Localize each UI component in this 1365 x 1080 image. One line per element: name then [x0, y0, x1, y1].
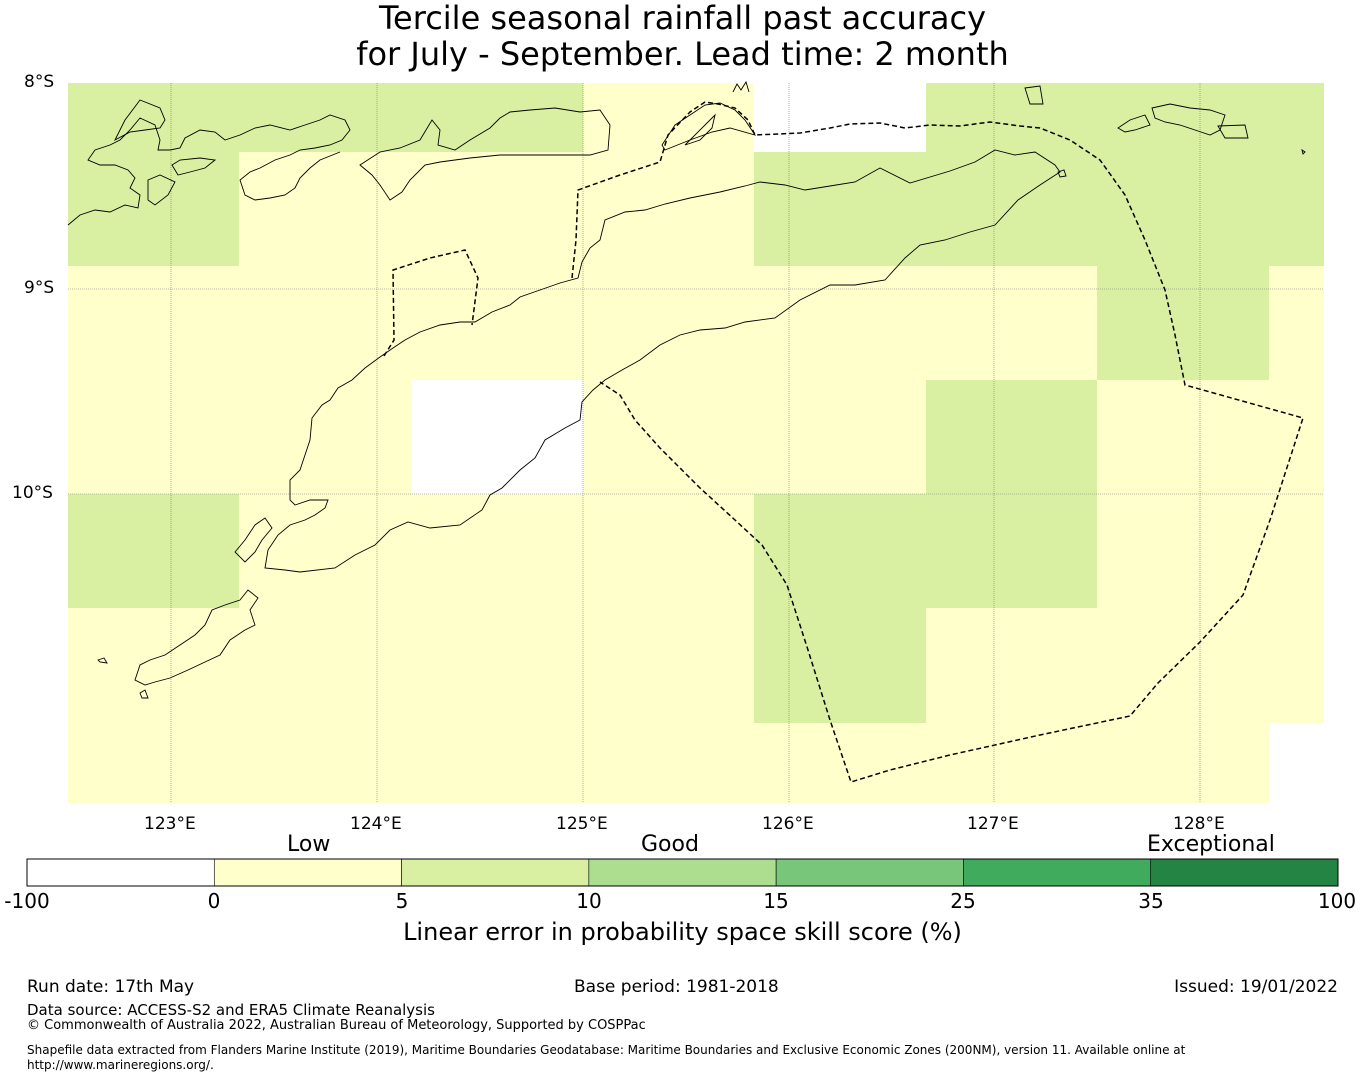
colorbar-segment — [401, 858, 590, 887]
colorbar-title: Linear error in probability space skill … — [403, 918, 962, 946]
rote-coastline — [134, 589, 259, 686]
chart-title-line1: Tercile seasonal rainfall past accuracy — [378, 0, 987, 37]
semau-coastline — [234, 517, 273, 563]
colorbar-segment — [963, 858, 1152, 887]
map-panel — [67, 80, 1324, 803]
colorbar-tick: -100 — [4, 889, 50, 913]
grid-cell-good — [754, 494, 1097, 608]
leti-coastline — [1117, 114, 1151, 133]
islet-east — [1301, 148, 1306, 155]
colorbar-segment — [588, 858, 777, 887]
wetar-coastline — [661, 102, 757, 151]
skill-grid — [68, 83, 1324, 803]
chart-title-line2: for July - September. Lead time: 2 month — [356, 35, 1009, 73]
grid-cell-good — [926, 83, 1324, 152]
grid-cell-good — [68, 494, 239, 608]
issued-date: Issued: 19/01/2022 — [1174, 977, 1338, 997]
adonara-coastline — [147, 174, 176, 206]
lon-label-124e: 124°E — [350, 814, 402, 834]
shapefile-credit: Shapefile data extracted from Flanders M… — [27, 1043, 1186, 1057]
colorbar-tick: 10 — [576, 889, 602, 913]
wetar-inner — [684, 113, 716, 146]
copyright: © Commonwealth of Australia 2022, Austra… — [27, 1018, 646, 1033]
colorbar-tick: 0 — [207, 889, 221, 913]
lembata-coastline — [113, 99, 166, 142]
flores-coastline — [67, 114, 351, 226]
colorbar-tick: 100 — [1317, 889, 1357, 913]
kisar-coastline — [1057, 169, 1067, 178]
colorbar-segment — [213, 858, 402, 887]
colorbar-label-good: Good — [641, 832, 699, 857]
colorbar-outline — [26, 858, 1339, 887]
islet-north — [732, 80, 750, 93]
colorbar-tick: 25 — [950, 889, 976, 913]
moa-coastline — [1151, 103, 1226, 136]
grid-cell-missing — [411, 380, 583, 494]
colorbar-segment — [26, 858, 215, 887]
maritime-boundaries — [383, 101, 1304, 783]
grid-cell-good — [926, 380, 1097, 494]
colorbar-label-low: Low — [287, 832, 331, 857]
run-date: Run date: 17th May — [27, 977, 195, 997]
lat-label-9s: 9°S — [24, 278, 55, 298]
data-source: Data source: ACCESS-S2 and ERA5 Climate … — [27, 1001, 435, 1019]
grid-cell-missing — [1269, 723, 1324, 803]
grid-cell-good — [68, 152, 239, 266]
lon-label-123e: 123°E — [144, 814, 196, 834]
grid-cell-missing — [754, 83, 926, 152]
timor-coastline — [264, 149, 1061, 573]
ndana-coastline — [139, 689, 149, 699]
lakor-coastline — [1217, 124, 1249, 139]
shapefile-url: http://www.marineregions.org/. — [27, 1058, 214, 1072]
alor-coastline — [359, 107, 611, 201]
colorbar-label-exceptional: Exceptional — [1147, 832, 1275, 857]
romang-coastline — [1024, 85, 1044, 105]
grid-cell-good — [1097, 266, 1269, 380]
colorbar-tick: 35 — [1138, 889, 1164, 913]
colorbar-tick: 5 — [395, 889, 409, 913]
lon-label-127e: 127°E — [967, 814, 1019, 834]
timor-leste-eez-north — [571, 101, 1304, 783]
oecusse-boundary — [383, 249, 479, 357]
grid-cell-good — [754, 608, 926, 723]
lon-label-126e: 126°E — [762, 814, 814, 834]
colorbar-segment — [1150, 858, 1339, 887]
lon-label-128e: 128°E — [1173, 814, 1225, 834]
grid-cell-good — [754, 152, 1324, 266]
savu-coastline — [97, 657, 108, 664]
solor-coastline — [171, 157, 217, 176]
base-period: Base period: 1981-2018 — [574, 977, 779, 997]
graticule — [68, 83, 1324, 803]
lon-label-125e: 125°E — [556, 814, 608, 834]
colorbar-tick: 15 — [763, 889, 789, 913]
colorbar-segment — [775, 858, 964, 887]
coastlines — [67, 80, 1306, 699]
lat-label-8s: 8°S — [24, 72, 55, 92]
lat-label-10s: 10°S — [12, 483, 53, 503]
colorbar-segments — [26, 858, 1339, 887]
